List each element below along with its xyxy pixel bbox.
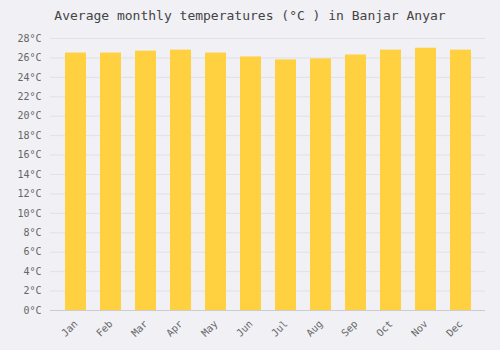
svg-text:24°C: 24°C bbox=[17, 72, 41, 83]
svg-text:Dec: Dec bbox=[444, 318, 465, 339]
svg-text:Apr: Apr bbox=[164, 318, 185, 339]
svg-text:8°C: 8°C bbox=[23, 227, 41, 238]
svg-text:28°C: 28°C bbox=[17, 33, 41, 44]
svg-text:26°C: 26°C bbox=[17, 52, 41, 63]
svg-text:6°C: 6°C bbox=[23, 246, 41, 257]
svg-text:18°C: 18°C bbox=[17, 130, 41, 141]
svg-text:10°C: 10°C bbox=[17, 208, 41, 219]
svg-text:14°C: 14°C bbox=[17, 169, 41, 180]
svg-text:Jun: Jun bbox=[234, 318, 255, 339]
svg-text:12°C: 12°C bbox=[17, 188, 41, 199]
svg-text:Aug: Aug bbox=[304, 318, 325, 339]
svg-text:22°C: 22°C bbox=[17, 91, 41, 102]
svg-text:Mar: Mar bbox=[129, 318, 150, 339]
svg-text:16°C: 16°C bbox=[17, 149, 41, 160]
svg-text:Jan: Jan bbox=[59, 318, 80, 339]
svg-text:May: May bbox=[199, 318, 220, 339]
svg-text:Nov: Nov bbox=[409, 318, 430, 339]
svg-text:Jul: Jul bbox=[269, 318, 290, 339]
svg-text:Oct: Oct bbox=[374, 318, 395, 339]
svg-text:Feb: Feb bbox=[94, 318, 115, 339]
svg-text:2°C: 2°C bbox=[23, 285, 41, 296]
svg-text:Sep: Sep bbox=[339, 318, 360, 339]
html-text:Average monthly temperatures (: Average monthly temperatures (°C ) in Ba… bbox=[54, 8, 446, 23]
svg-text:4°C: 4°C bbox=[23, 266, 41, 277]
svg-text:0°C: 0°C bbox=[23, 305, 41, 316]
svg-text:20°C: 20°C bbox=[17, 110, 41, 121]
